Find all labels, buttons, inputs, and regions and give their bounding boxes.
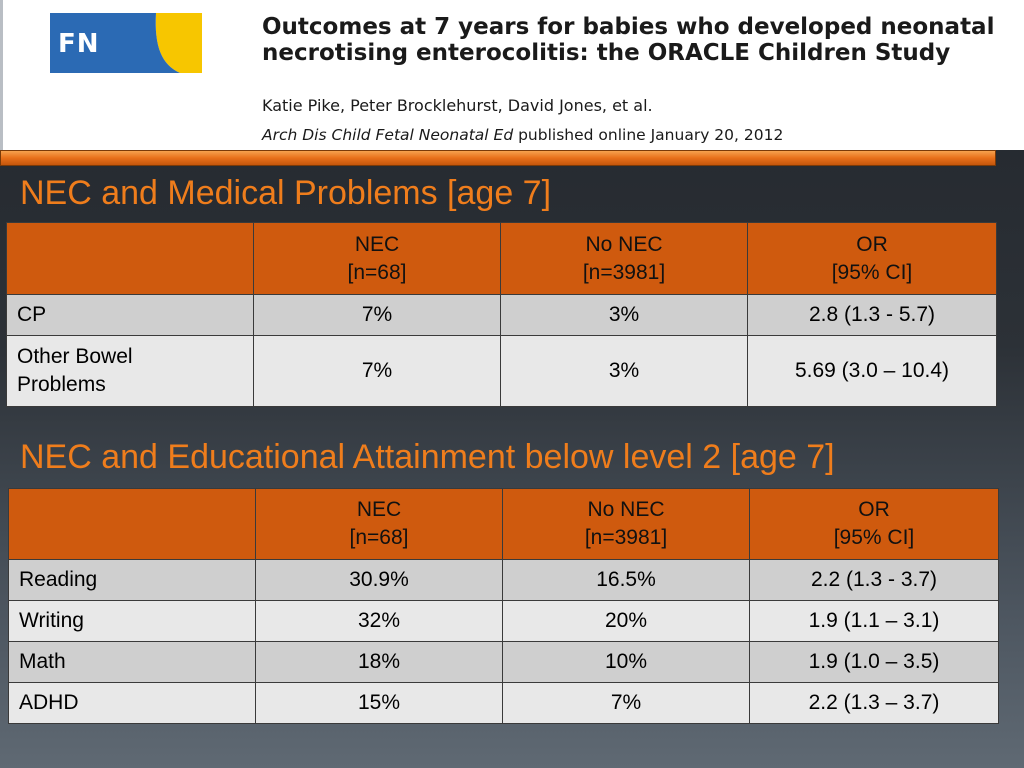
nec-value: 15% — [255, 682, 503, 724]
no-nec-value: 10% — [502, 641, 750, 683]
header-cell-nec: NEC [n=68] — [253, 222, 501, 295]
header-cell-empty — [6, 222, 254, 295]
row-label: Math — [8, 641, 256, 683]
nec-value: 7% — [253, 335, 501, 407]
header-cell-no-nec: No NEC [n=3981] — [500, 222, 748, 295]
or-value: 2.8 (1.3 - 5.7) — [747, 294, 997, 336]
no-nec-value: 3% — [500, 294, 748, 336]
article-title: Outcomes at 7 years for babies who devel… — [262, 14, 995, 66]
logo-wedge — [150, 13, 202, 73]
article-authors: Katie Pike, Peter Brocklehurst, David Jo… — [262, 96, 653, 115]
table-row: ADHD 15% 7% 2.2 (1.3 – 3.7) — [8, 682, 999, 724]
or-value: 1.9 (1.0 – 3.5) — [749, 641, 999, 683]
publication-date: published online January 20, 2012 — [518, 126, 784, 144]
or-value: 1.9 (1.1 – 3.1) — [749, 600, 999, 642]
header-cell-or: OR [95% CI] — [747, 222, 997, 295]
nec-value: 32% — [255, 600, 503, 642]
row-label: Reading — [8, 559, 256, 601]
no-nec-value: 3% — [500, 335, 748, 407]
table-header-row: NEC [n=68] No NEC [n=3981] OR [95% CI] — [6, 222, 997, 295]
row-label: CP — [6, 294, 254, 336]
divider-bar — [0, 150, 996, 166]
educational-attainment-table: NEC [n=68] No NEC [n=3981] OR [95% CI] Read… — [8, 488, 999, 724]
header-cell-no-nec: No NEC [n=3981] — [502, 488, 750, 560]
article-banner: FN Outcomes at 7 years for babies who de… — [0, 0, 1024, 150]
no-nec-value: 20% — [502, 600, 750, 642]
table-row: CP 7% 3% 2.8 (1.3 - 5.7) — [6, 294, 997, 336]
table-header-row: NEC [n=68] No NEC [n=3981] OR [95% CI] — [8, 488, 999, 560]
nec-value: 7% — [253, 294, 501, 336]
medical-problems-table: NEC [n=68] No NEC [n=3981] OR [95% CI] CP 7… — [6, 222, 997, 407]
banner-border — [0, 0, 3, 150]
or-value: 5.69 (3.0 – 10.4) — [747, 335, 997, 407]
or-value: 2.2 (1.3 – 3.7) — [749, 682, 999, 724]
row-label: Writing — [8, 600, 256, 642]
table-row: Math 18% 10% 1.9 (1.0 – 3.5) — [8, 641, 999, 683]
row-label: ADHD — [8, 682, 256, 724]
table-row: Writing 32% 20% 1.9 (1.1 – 3.1) — [8, 600, 999, 642]
nec-value: 30.9% — [255, 559, 503, 601]
row-label: Other Bowel Problems — [6, 335, 254, 407]
journal-logo: FN — [50, 13, 202, 73]
logo-text: FN — [58, 29, 100, 59]
medical-problems-title: NEC and Medical Problems [age 7] — [20, 174, 552, 212]
table-row: Other Bowel Problems 7% 3% 5.69 (3.0 – 1… — [6, 335, 997, 407]
table-row: Reading 30.9% 16.5% 2.2 (1.3 - 3.7) — [8, 559, 999, 601]
nec-value: 18% — [255, 641, 503, 683]
journal-name: Arch Dis Child Fetal Neonatal Ed — [262, 126, 514, 144]
or-value: 2.2 (1.3 - 3.7) — [749, 559, 999, 601]
article-citation: Arch Dis Child Fetal Neonatal Ed publish… — [262, 126, 783, 144]
header-cell-empty — [8, 488, 256, 560]
header-cell-or: OR [95% CI] — [749, 488, 999, 560]
educational-attainment-title: NEC and Educational Attainment below lev… — [20, 438, 835, 476]
no-nec-value: 16.5% — [502, 559, 750, 601]
header-cell-nec: NEC [n=68] — [255, 488, 503, 560]
no-nec-value: 7% — [502, 682, 750, 724]
